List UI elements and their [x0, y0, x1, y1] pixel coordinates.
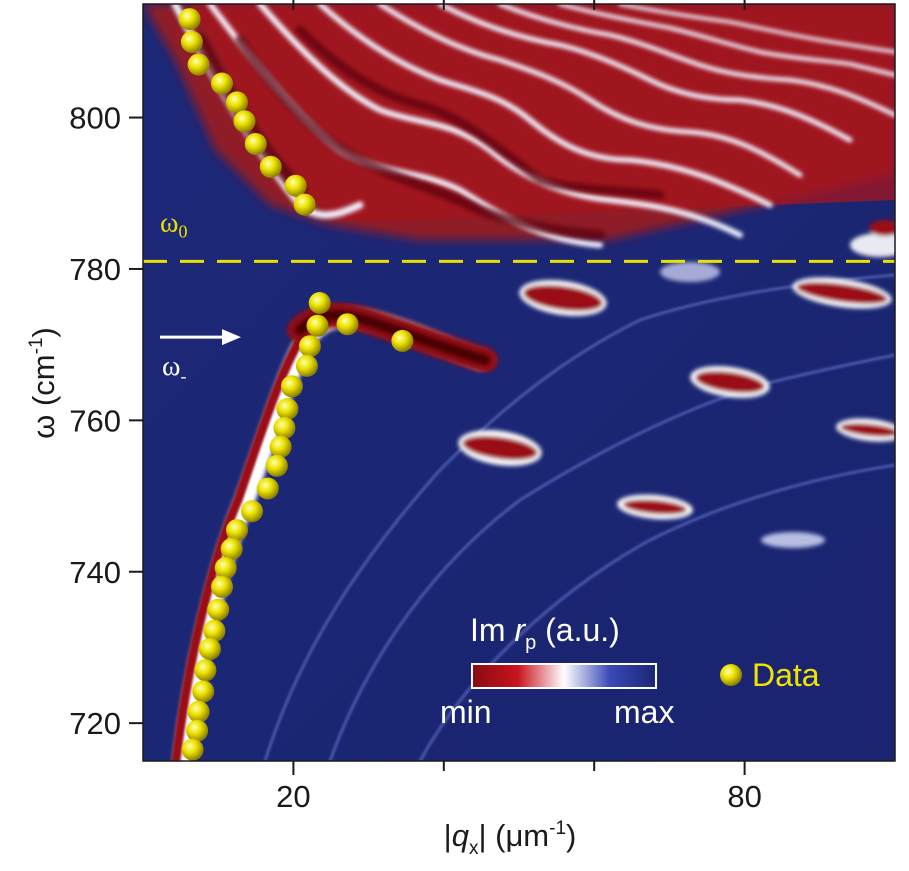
data-point — [256, 477, 279, 500]
data-point — [244, 133, 267, 155]
y-tick-label: 720 — [69, 706, 121, 741]
data-point — [186, 719, 209, 742]
data-point — [198, 638, 221, 660]
colorbar-title-var: r — [514, 612, 526, 648]
omega-minus-label: ω- — [162, 351, 186, 386]
x-axis-title-unit: μm — [505, 818, 549, 853]
colorbar-gradient — [471, 663, 657, 689]
data-point — [192, 680, 215, 703]
omega-minus-annotation: ω- — [160, 329, 241, 386]
data-point — [187, 700, 210, 723]
data-point — [295, 354, 318, 377]
data-point — [284, 174, 307, 197]
legend-marker — [720, 664, 742, 686]
legend: Data — [720, 657, 820, 693]
x-axis-title-close: ) — [566, 818, 576, 853]
colorbar-max-label: max — [614, 694, 674, 730]
data-point — [181, 738, 204, 761]
data-point — [211, 575, 233, 598]
colorbar-title-suffix: (a.u.) — [536, 612, 620, 648]
x-axis-title-mid: | ( — [478, 818, 506, 853]
data-point — [220, 538, 243, 560]
omega-minus-sub: - — [180, 366, 186, 386]
omega0-label-symbol: ω — [160, 207, 178, 238]
data-point — [241, 500, 263, 523]
y-tick-label: 800 — [69, 101, 121, 136]
data-point — [265, 454, 288, 477]
data-point — [207, 598, 230, 621]
y-tick-label: 760 — [69, 403, 121, 438]
data-point — [336, 313, 359, 336]
plot-frame — [142, 3, 896, 762]
axes: 720 740 760 780 800 20 80 — [69, 0, 896, 814]
data-point — [187, 53, 210, 76]
x-axis-title-sub: x — [469, 838, 479, 859]
data-point — [178, 8, 201, 31]
x-axis-title: |qx| (μm-1) — [444, 818, 577, 859]
x-axis-title-var: q — [452, 818, 470, 853]
y-axis-title: ω (cm-1) — [26, 327, 61, 439]
upper-fringes — [171, 4, 895, 248]
y-axis-title-sup: -1 — [26, 337, 47, 354]
data-point — [203, 619, 226, 642]
legend-label: Data — [752, 657, 820, 693]
colorbar-title: Im rp (a.u.) — [470, 612, 620, 654]
colorbar-title-prefix: Im — [470, 612, 514, 648]
data-point — [391, 329, 414, 352]
colorbar-title-sub: p — [525, 632, 536, 654]
colorbar: Im rp (a.u.) min max — [440, 612, 674, 730]
data-points — [178, 8, 414, 761]
red-islands — [458, 220, 895, 548]
y-axis-title-open: (cm — [26, 354, 61, 414]
data-point — [273, 416, 296, 439]
data-point — [194, 659, 217, 682]
omega-minus-arrow-head — [222, 329, 241, 346]
data-point — [306, 314, 329, 337]
data-point — [259, 155, 282, 178]
x-axis-title-sup: -1 — [549, 818, 566, 839]
y-axis-title-var: ω — [26, 415, 61, 439]
data-point — [226, 91, 248, 114]
data-point — [214, 557, 237, 579]
data-point — [298, 335, 321, 358]
data-point — [180, 30, 203, 53]
data-point — [269, 435, 292, 458]
y-tick-label: 740 — [69, 555, 121, 590]
omega0-label-sub: 0 — [178, 221, 187, 241]
data-point — [276, 398, 299, 420]
y-axis-title-close: ) — [26, 327, 61, 337]
y-tick-label: 780 — [69, 252, 121, 287]
data-point — [280, 375, 303, 398]
data-point — [293, 193, 316, 216]
data-point — [226, 519, 248, 542]
colorbar-min-label: min — [440, 694, 492, 730]
x-axis-title-prefix: | — [444, 818, 452, 853]
data-point — [211, 72, 233, 95]
x-tick-label: 80 — [727, 779, 761, 814]
omega-minus-symbol: ω — [162, 351, 180, 382]
heatmap: Im rp (a.u.) min max Data ω0 ω- — [143, 4, 895, 761]
data-point — [308, 292, 331, 314]
omega0-label: ω0 — [160, 207, 187, 241]
x-tick-label: 20 — [276, 779, 310, 814]
data-point — [233, 110, 256, 133]
